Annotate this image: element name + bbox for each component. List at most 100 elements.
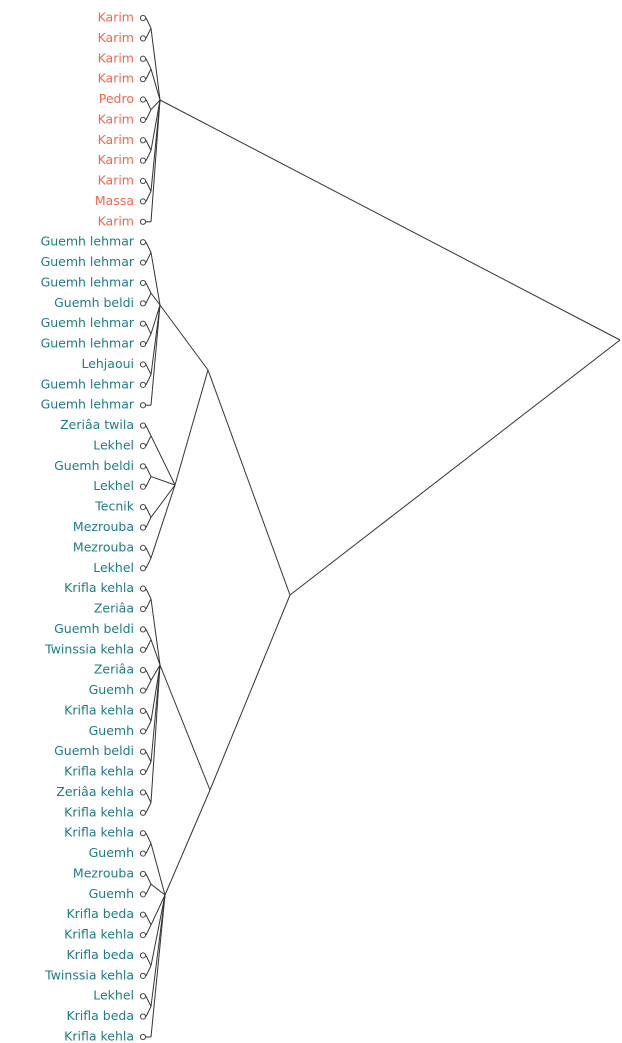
branch [150, 99, 161, 222]
leaf-label: Guemh lehmar [41, 397, 135, 412]
leaf-label: Guemh lehmar [41, 274, 135, 289]
branch [159, 99, 621, 341]
branch [145, 710, 152, 722]
branch [145, 588, 152, 600]
branch [145, 639, 152, 651]
branch [150, 639, 161, 666]
leaf-label: Guemh beldi [54, 621, 134, 636]
branch [150, 99, 161, 151]
leaf-node [139, 177, 147, 185]
leaf-label: Krifla kehla [64, 764, 134, 779]
branch [150, 894, 166, 1038]
leaf-label: Guemh [89, 723, 134, 738]
leaf-label: Lekhel [93, 437, 134, 452]
branch [145, 150, 152, 161]
branch [145, 517, 152, 528]
leaf-label: Karim [98, 10, 134, 25]
branch [145, 323, 152, 335]
leaf-label: Mezrouba [73, 519, 134, 534]
branch [150, 484, 176, 559]
leaf-node [139, 402, 147, 409]
branch [145, 629, 152, 640]
leaf-node [139, 667, 147, 674]
leaf-node [139, 972, 147, 979]
leaf-node [139, 137, 147, 144]
leaf-label: Guemh beldi [54, 295, 134, 310]
leaf-node [139, 239, 147, 246]
leaf-label: Karim [98, 50, 134, 65]
branch [145, 761, 152, 773]
branch [145, 955, 152, 966]
leaf-node [139, 504, 147, 511]
leaf-label: Guemh [89, 845, 134, 860]
leaf-label: Zeriâa [94, 662, 134, 677]
branch [145, 557, 152, 569]
branch [145, 282, 152, 294]
leaf-label: Karim [98, 111, 134, 126]
branch [145, 1006, 152, 1017]
branch [145, 996, 152, 1007]
branch [145, 924, 152, 936]
leaf-node [139, 55, 147, 62]
leaf-node [139, 748, 147, 755]
branch [164, 789, 211, 896]
leaf-node [139, 116, 147, 124]
leaf-node [139, 463, 147, 470]
leaf-label: Krifla beda [66, 1008, 134, 1023]
leaf-node [139, 952, 147, 959]
branch [145, 476, 152, 487]
branch [145, 466, 152, 477]
branch [150, 664, 161, 803]
leaf-label: Twinssia kehla [44, 967, 134, 982]
leaf-node [139, 850, 147, 857]
branch [150, 304, 161, 406]
leaf-label: Massa [95, 193, 134, 208]
branch [150, 435, 176, 486]
leaf-label: Karim [98, 30, 134, 45]
leaf-node [139, 96, 147, 103]
branch [145, 17, 152, 29]
leaf-node [139, 993, 147, 1000]
leaf-label: Krifla beda [66, 947, 134, 962]
leaf-label: Karim [98, 173, 134, 188]
leaf-label: Karim [98, 71, 134, 86]
leaf-node [139, 483, 147, 490]
branch [145, 435, 152, 447]
leaf-node [139, 891, 147, 898]
leaf-label: Krifla kehla [64, 1029, 134, 1043]
leaf-node [139, 768, 147, 776]
branch [145, 140, 152, 151]
leaf-label: Tecnik [94, 499, 134, 514]
leaf-label: Guemh lehmar [41, 254, 135, 269]
branch [145, 792, 152, 803]
leaf-node [139, 524, 147, 531]
leaf-node [139, 870, 147, 878]
leaf-label: Lehjaoui [81, 356, 134, 371]
branch [145, 374, 152, 386]
branch [145, 292, 152, 304]
branch [145, 180, 152, 192]
branch [289, 339, 621, 596]
leaf-label: Mezrouba [73, 539, 134, 554]
leaf-label: Pedro [99, 91, 134, 106]
leaf-label: Guemh beldi [54, 743, 134, 758]
leaf-node [139, 14, 147, 22]
leaf-node [139, 279, 147, 287]
branch [145, 364, 152, 375]
leaf-node [139, 320, 147, 327]
leaf-label: Krifla kehla [64, 927, 134, 942]
leaf-label: Guemh lehmar [41, 336, 135, 351]
leaf-node [139, 442, 147, 450]
branch [145, 965, 152, 977]
branch [145, 425, 152, 437]
branch [150, 894, 166, 966]
leaf-label: Twinssia kehla [44, 641, 134, 656]
branch [150, 68, 161, 101]
leaf-node [139, 259, 147, 266]
leaf-label: Zeriâa twila [60, 417, 134, 432]
leaf-node [139, 565, 147, 572]
branch [145, 883, 152, 895]
leaf-node [139, 422, 147, 429]
